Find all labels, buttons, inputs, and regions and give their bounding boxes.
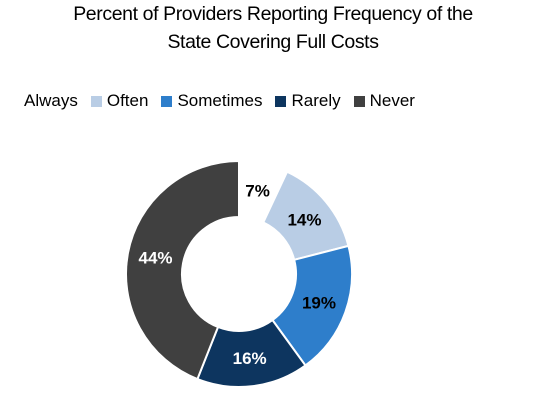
- legend-label-often: Often: [106, 91, 149, 110]
- chart-title-line-1: Percent of Providers Reporting Frequency…: [73, 3, 473, 25]
- chart-legend: Always Often Sometimes Rarely Never: [24, 89, 428, 113]
- legend-swatch-sometimes: [161, 95, 173, 107]
- legend-item-never: Never: [353, 91, 415, 111]
- data-label-sometimes: 19%: [302, 293, 336, 312]
- legend-label-rarely: Rarely: [291, 91, 341, 110]
- donut-slice-never: [125, 159, 240, 381]
- data-label-always: 7%: [245, 182, 270, 201]
- legend-label-always: Always: [24, 91, 78, 110]
- legend-item-always: Always: [24, 91, 78, 111]
- chart-title: Percent of Providers Reporting Frequency…: [0, 0, 546, 56]
- legend-swatch-rarely: [275, 95, 287, 107]
- data-label-never: 44%: [138, 249, 172, 268]
- data-label-often: 14%: [287, 210, 321, 229]
- chart-title-line-2: State Covering Full Costs: [167, 31, 379, 53]
- legend-item-sometimes: Sometimes: [161, 91, 262, 111]
- legend-label-never: Never: [369, 91, 415, 110]
- legend-label-sometimes: Sometimes: [177, 91, 263, 110]
- legend-swatch-never: [353, 95, 365, 107]
- donut-slice-sometimes: [271, 244, 353, 367]
- legend-item-rarely: Rarely: [275, 91, 341, 111]
- legend-item-often: Often: [90, 91, 149, 111]
- data-label-rarely: 16%: [233, 349, 267, 368]
- legend-swatch-often: [90, 95, 102, 107]
